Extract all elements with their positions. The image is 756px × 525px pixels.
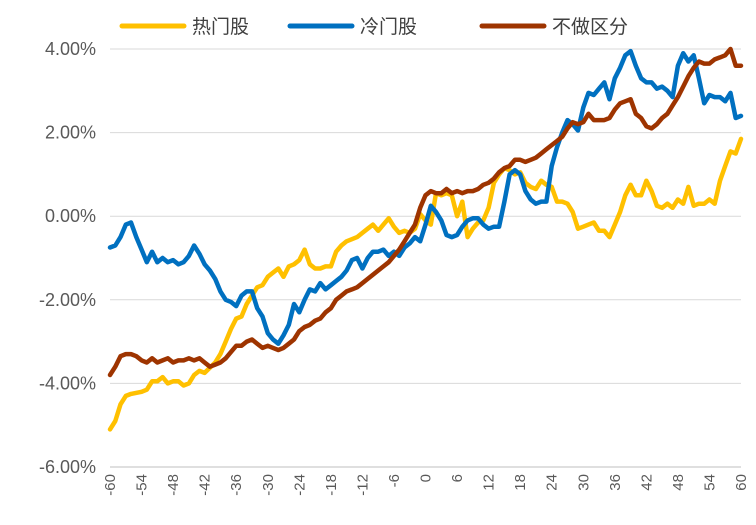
legend-label-1: 冷门股 (360, 16, 417, 38)
x-tick-label: 12 (481, 474, 498, 491)
series-line-1 (107, 48, 744, 346)
series-line-2 (107, 46, 744, 378)
legend: 热门股 冷门股 不做区分 (119, 16, 628, 38)
y-axis-tick-labels: 4.00% 2.00% 0.00% -2.00% -4.00% -6.00% (39, 39, 96, 477)
x-tick-label: 60 (733, 474, 750, 491)
x-tick-label: 0 (418, 474, 435, 482)
y-tick-label: -4.00% (39, 373, 96, 393)
legend-label-2: 不做区分 (552, 16, 628, 38)
x-tick-label: -36 (228, 474, 245, 496)
x-tick-label: 42 (638, 474, 655, 491)
series-line-0 (107, 136, 744, 432)
x-tick-label: -12 (354, 474, 371, 496)
y-tick-label: 2.00% (45, 123, 96, 143)
y-tick-label: -2.00% (39, 290, 96, 310)
x-tick-label: 24 (544, 474, 561, 491)
x-tick-label: 54 (701, 474, 718, 491)
x-tick-label: -6 (386, 474, 403, 487)
x-tick-label: 48 (670, 474, 687, 491)
x-tick-label: 36 (607, 474, 624, 491)
series-lines (107, 46, 744, 432)
x-tick-label: 30 (575, 474, 592, 491)
y-tick-label: 0.00% (45, 206, 96, 226)
gridlines (110, 48, 741, 468)
x-tick-label: -42 (197, 474, 214, 496)
x-tick-label: -30 (260, 474, 277, 496)
legend-label-0: 热门股 (192, 16, 249, 38)
x-tick-label: -48 (165, 474, 182, 496)
x-tick-label: -18 (323, 474, 340, 496)
x-tick-label: -54 (134, 474, 151, 496)
x-tick-label: -60 (102, 474, 119, 496)
x-tick-label: 18 (512, 474, 529, 491)
x-tick-label: 6 (449, 474, 466, 482)
x-axis-tick-labels: -60 -54 -48 -42 -36 -30 -24 -18 -12 -6 0 6 12 18 24 30 3… (102, 474, 750, 496)
y-tick-label: 4.00% (45, 39, 96, 59)
x-tick-label: -24 (291, 474, 308, 496)
y-tick-label: -6.00% (39, 457, 96, 477)
